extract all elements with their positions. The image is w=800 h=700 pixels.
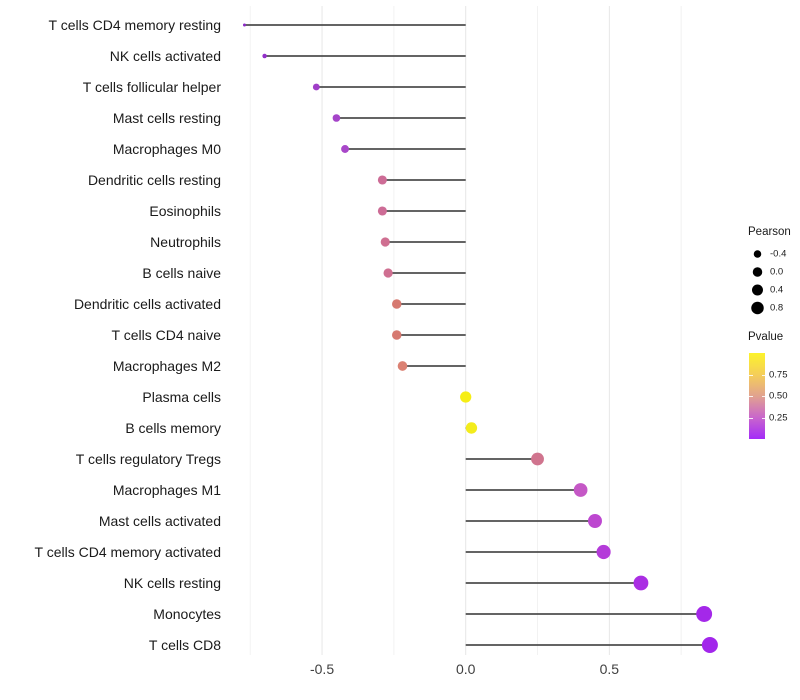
category-label: Plasma cells — [142, 389, 221, 405]
category-label: Mast cells activated — [99, 513, 221, 529]
lollipop-dot — [341, 145, 349, 153]
category-label: T cells CD8 — [149, 637, 221, 653]
pvalue-tick-label: 0.50 — [769, 390, 788, 402]
pvalue-tick-mark — [761, 374, 765, 376]
lollipop-dot — [460, 391, 472, 403]
category-label: Eosinophils — [149, 203, 221, 219]
lollipop-dot — [397, 361, 408, 371]
pvalue-tick-mark — [761, 396, 765, 397]
category-label: T cells CD4 naive — [112, 327, 222, 343]
x-tick-label: 0.5 — [600, 661, 620, 677]
category-label: Neutrophils — [150, 234, 221, 250]
category-label: T cells follicular helper — [83, 79, 222, 95]
lollipop-dot — [465, 422, 478, 434]
pvalue-colorbar — [749, 353, 765, 439]
size-legend-label: 0.8 — [770, 303, 783, 314]
lollipop-dot — [332, 114, 341, 122]
category-label: B cells naive — [142, 265, 221, 281]
size-legend-dot — [751, 301, 764, 315]
category-label: Dendritic cells resting — [88, 172, 221, 188]
category-label: NK cells resting — [124, 575, 221, 591]
lollipop-dot — [701, 636, 718, 654]
pvalue-tick-label: 0.75 — [769, 369, 788, 380]
lollipop-dot — [312, 83, 320, 91]
size-legend-title: Pearson — [748, 226, 791, 238]
lollipop-dot — [573, 483, 588, 497]
lollipop-dot — [633, 575, 649, 591]
pvalue-tick-mark — [749, 374, 753, 376]
color-legend-title: Pvalue — [748, 331, 784, 343]
lollipop-dot — [377, 206, 387, 216]
lollipop-dot — [392, 299, 402, 309]
size-legend-label: -0.4 — [770, 249, 786, 260]
lollipop-dot — [696, 606, 713, 622]
category-label: B cells memory — [125, 420, 221, 436]
lollipop-dot — [392, 330, 402, 340]
category-label: T cells CD4 memory resting — [49, 17, 221, 33]
x-tick-label: -0.5 — [310, 661, 334, 677]
category-label: Monocytes — [153, 606, 221, 622]
category-label: T cells regulatory Tregs — [76, 451, 221, 467]
x-tick-label: 0.0 — [456, 661, 476, 677]
category-label: Macrophages M0 — [113, 141, 221, 157]
size-legend-dot — [752, 284, 763, 296]
pvalue-tick-mark — [749, 417, 753, 419]
category-label: Macrophages M1 — [113, 482, 221, 498]
lollipop-dot — [588, 514, 602, 528]
pvalue-tick-label: 0.25 — [769, 412, 788, 423]
category-label: Mast cells resting — [113, 110, 221, 126]
size-legend-dot — [753, 250, 762, 258]
lollipop-dot — [531, 452, 544, 466]
size-legend-label: 0.0 — [770, 267, 783, 278]
category-label: Dendritic cells activated — [74, 296, 221, 312]
size-legend-label: 0.4 — [770, 285, 783, 296]
size-legend-dot — [752, 267, 763, 277]
lollipop-dot — [262, 53, 267, 59]
lollipop-dot — [380, 237, 390, 247]
lollipop-dot — [383, 268, 393, 278]
lollipop-dot — [596, 544, 611, 560]
pvalue-tick-mark — [761, 417, 765, 419]
pvalue-tick-mark — [749, 396, 753, 397]
lollipop-dot — [242, 23, 246, 27]
lollipop-dot — [377, 175, 387, 185]
category-label: Macrophages M2 — [113, 358, 221, 374]
category-label: T cells CD4 memory activated — [35, 544, 221, 560]
category-label: NK cells activated — [110, 48, 221, 64]
